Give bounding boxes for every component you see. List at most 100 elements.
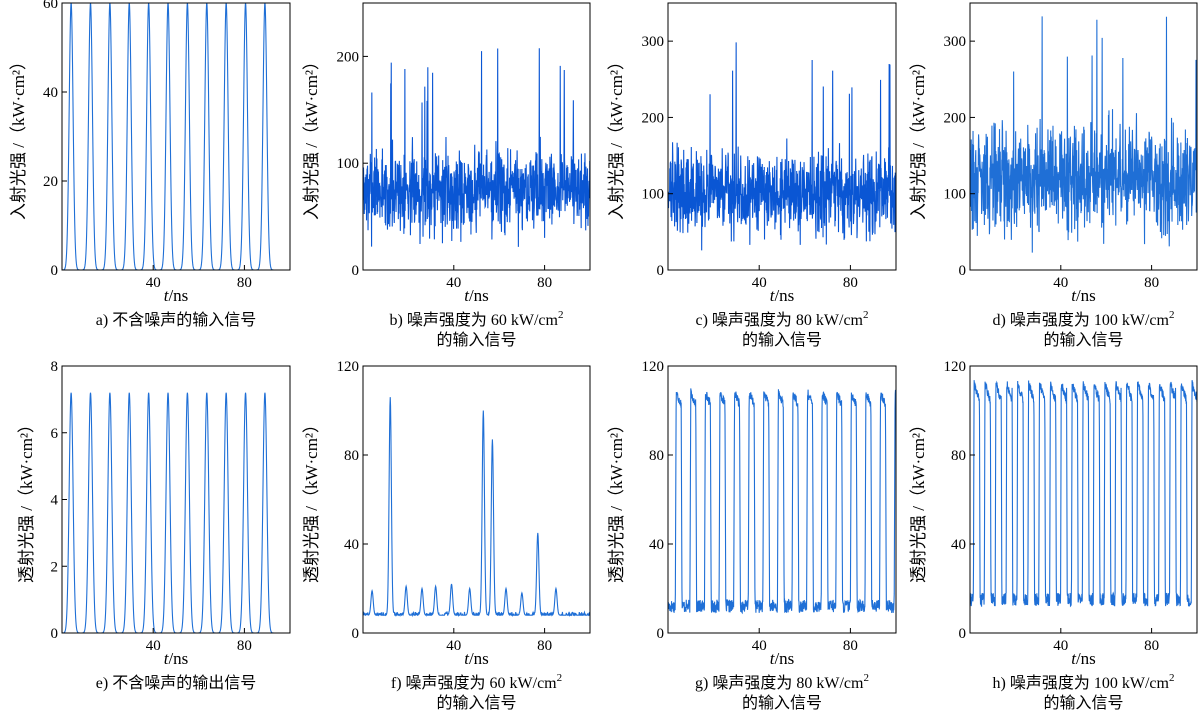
panel-caption: a) 不含噪声的输入信号 <box>96 311 256 329</box>
y-tick-label: 4 <box>51 493 59 509</box>
y-tick-label: 100 <box>337 156 360 172</box>
x-tick-label: 80 <box>537 638 552 654</box>
x-tick-label: 80 <box>237 638 252 654</box>
y-tick-label: 300 <box>642 34 665 50</box>
series-line-g <box>668 388 896 615</box>
x-axis-label: t/ns <box>464 286 489 305</box>
y-tick-label: 40 <box>951 537 966 553</box>
y-tick-label: 120 <box>642 359 665 375</box>
panel-caption: e) 不含噪声的输出信号 <box>96 674 256 692</box>
panel-caption-line2: 的输入信号 <box>436 331 516 349</box>
panel-caption: c) 噪声强度为 80 kW/cm2 <box>695 309 868 329</box>
series-line-c <box>668 42 896 251</box>
y-axis-label: 入射光强 /（kW·cm²） <box>607 53 626 220</box>
series-line-e <box>62 392 290 633</box>
x-tick-label: 40 <box>752 275 767 291</box>
x-tick-label: 40 <box>1053 638 1068 654</box>
y-tick-label: 60 <box>43 0 58 12</box>
y-tick-label: 0 <box>959 626 967 642</box>
y-tick-label: 200 <box>337 49 360 65</box>
panel-g: 0 40 80 120 40 80 t/ns 透射光强 /（kW·cm²） g) 噪声强度为 8… <box>607 359 897 711</box>
y-tick-label: 80 <box>344 448 359 464</box>
y-tick-label: 100 <box>642 187 665 203</box>
panel-caption: h) 噪声强度为 100 kW/cm2 <box>993 672 1175 692</box>
x-axis-label: t/ns <box>770 649 795 668</box>
y-axis-label: 入射光强 /（kW·cm²） <box>302 53 321 220</box>
panel-f: 0 40 80 120 40 80 t/ns 透射光强 /（kW·cm²） f) 噪声强度为 6… <box>302 359 591 711</box>
x-tick-label: 40 <box>752 638 767 654</box>
y-tick-label: 0 <box>51 263 59 279</box>
y-tick-label: 200 <box>642 110 665 126</box>
axes-frame-c <box>667 2 897 271</box>
panel-caption-line2: 的输入信号 <box>436 694 516 711</box>
y-tick-label: 6 <box>51 426 59 442</box>
y-tick-label: 2 <box>51 559 59 575</box>
y-tick-label: 0 <box>657 626 665 642</box>
panel-caption: b) 噪声强度为 60 kW/cm2 <box>390 309 564 329</box>
x-tick-label: 40 <box>146 638 161 654</box>
panel-caption-line2: 的输入信号 <box>1043 331 1123 349</box>
series-line-f <box>363 397 590 618</box>
y-tick-label: 120 <box>337 359 360 375</box>
y-tick-label: 0 <box>959 263 967 279</box>
panel-h: 0 40 80 120 40 80 t/ns 透射光强 /（kW·cm²） h) 噪声强度为 1… <box>909 359 1198 711</box>
x-axis-label: t/ns <box>1071 286 1096 305</box>
axes-frame-h <box>969 365 1198 634</box>
y-axis-label: 透射光强 /（kW·cm²） <box>302 416 321 583</box>
x-tick-label: 40 <box>446 638 461 654</box>
x-tick-label: 80 <box>843 638 858 654</box>
panel-caption-line2: 的输入信号 <box>1043 694 1123 711</box>
y-tick-label: 8 <box>51 359 59 375</box>
y-tick-label: 40 <box>43 85 58 101</box>
x-tick-label: 80 <box>537 275 552 291</box>
series-line-d <box>970 16 1197 253</box>
x-tick-label: 80 <box>843 275 858 291</box>
x-tick-label: 80 <box>237 275 252 291</box>
x-axis-label: t/ns <box>164 649 189 668</box>
y-tick-label: 120 <box>944 359 967 375</box>
y-tick-label: 200 <box>944 110 967 126</box>
panel-caption: d) 噪声强度为 100 kW/cm2 <box>993 309 1175 329</box>
axes-frame-e <box>61 365 291 634</box>
panel-caption-line2: 的输入信号 <box>742 694 822 711</box>
x-tick-label: 40 <box>146 275 161 291</box>
panel-d: 0 100 200 300 40 80 t/ns 入射光强 /（kW·cm²） d) 噪声强度为… <box>909 2 1198 349</box>
panel-caption-line2: 的输入信号 <box>742 331 822 349</box>
y-axis-label: 入射光强 /（kW·cm²） <box>909 53 928 220</box>
series-line-a <box>62 3 290 270</box>
series-line-h <box>970 380 1197 608</box>
axes-frame-b <box>362 2 591 271</box>
y-axis-label: 透射光强 /（kW·cm²） <box>909 416 928 583</box>
panel-c: 0 100 200 300 40 80 t/ns 入射光强 /（kW·cm²） c) 噪声强度为… <box>607 2 897 349</box>
y-axis-label: 透射光强 /（kW·cm²） <box>607 416 626 583</box>
y-tick-label: 40 <box>344 537 359 553</box>
y-tick-label: 0 <box>352 626 360 642</box>
x-tick-label: 80 <box>1144 638 1159 654</box>
y-tick-label: 20 <box>43 174 58 190</box>
x-tick-label: 80 <box>1144 275 1159 291</box>
y-tick-label: 80 <box>951 448 966 464</box>
panel-a: 0 20 40 60 40 80 t/ns 入射光强 /（kW·cm²） a) 不含噪声的输入信… <box>9 0 291 329</box>
axes-frame-a <box>61 2 291 271</box>
panel-caption: f) 噪声强度为 60 kW/cm2 <box>391 672 562 692</box>
y-tick-label: 100 <box>944 187 967 203</box>
x-tick-label: 40 <box>1053 275 1068 291</box>
x-tick-label: 40 <box>446 275 461 291</box>
y-tick-label: 80 <box>649 448 664 464</box>
x-axis-label: t/ns <box>464 649 489 668</box>
panel-caption: g) 噪声强度为 80 kW/cm2 <box>695 672 869 692</box>
y-axis-label: 入射光强 /（kW·cm²） <box>9 53 28 220</box>
y-tick-label: 0 <box>352 263 360 279</box>
axes-frame-f <box>362 365 591 634</box>
y-tick-label: 0 <box>657 263 665 279</box>
panel-e: 0 2 4 6 8 40 80 t/ns 透射光强 /（kW·cm²） e) 不含噪声的输出信号 <box>17 359 291 692</box>
series-line-b <box>363 48 590 247</box>
axes-frame-g <box>667 365 897 634</box>
axes-frame-d <box>969 2 1198 271</box>
y-tick-label: 300 <box>944 34 967 50</box>
y-tick-label: 0 <box>51 626 59 642</box>
x-axis-label: t/ns <box>164 286 189 305</box>
panel-b: 0 100 200 40 80 t/ns 入射光强 /（kW·cm²） b) 噪声强度为 60… <box>302 2 591 349</box>
x-axis-label: t/ns <box>770 286 795 305</box>
